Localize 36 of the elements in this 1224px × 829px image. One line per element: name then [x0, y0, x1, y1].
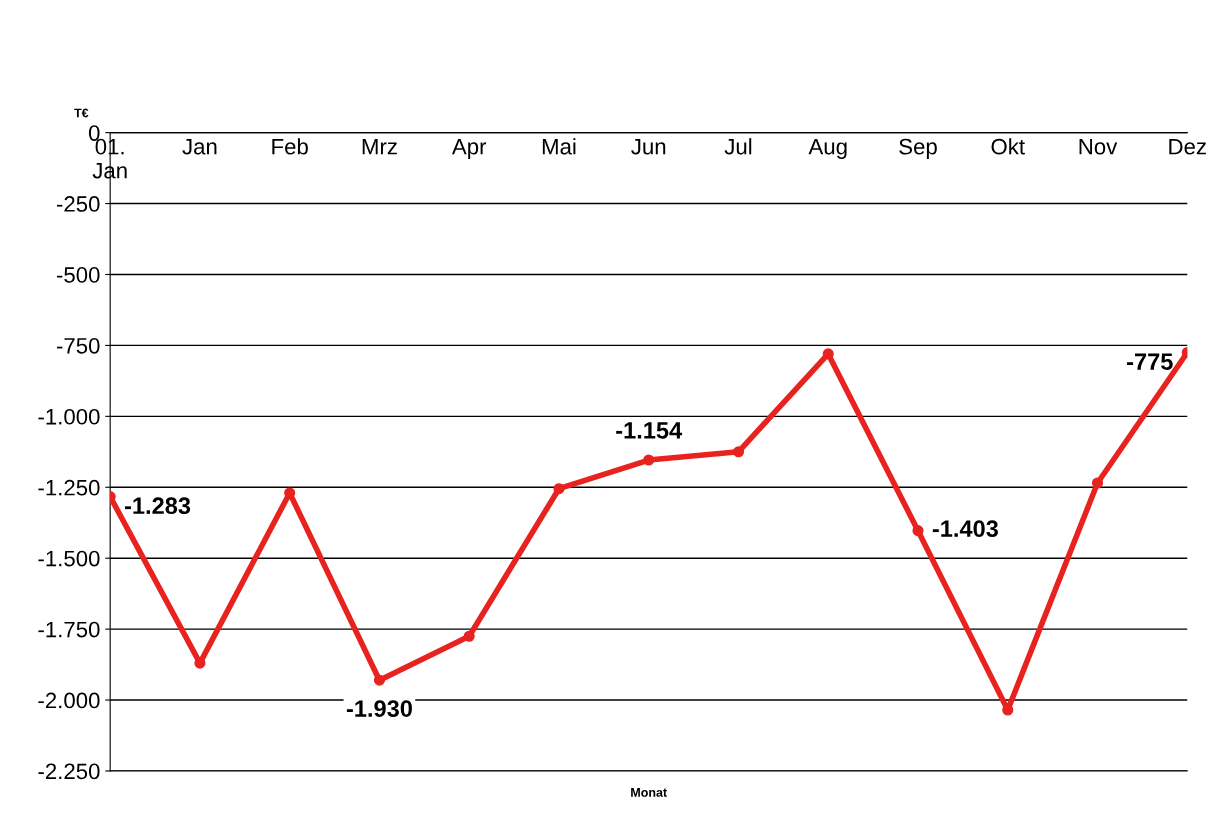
y-tick-label: -2.250: [38, 763, 100, 780]
y-tick-label: -2.000: [38, 692, 100, 709]
y-axis-title: T€: [74, 108, 89, 118]
data-label: -1.154: [616, 422, 683, 439]
point: [553, 483, 565, 495]
x-tick-label: Jan: [182, 139, 217, 155]
y-tick-label: -1.500: [38, 550, 100, 567]
y-tick-label: -500: [56, 267, 100, 283]
x-tick-label: Mai: [542, 138, 576, 155]
y-tick-label: -1.000: [38, 408, 100, 425]
x-tick-label: Jul: [724, 138, 752, 155]
x-axis-title: Monat: [631, 788, 667, 797]
y-tick-label: -250: [56, 196, 100, 212]
data-label: -1.403: [932, 520, 998, 538]
y-tick-label: -1.750: [38, 621, 100, 638]
point: [822, 348, 834, 360]
point: [912, 525, 924, 537]
point: [732, 446, 745, 458]
x-tick-label: Okt: [991, 138, 1025, 155]
point: [643, 454, 655, 466]
point: [463, 630, 475, 642]
point: [373, 674, 385, 686]
y-tick-label: -1.250: [38, 479, 100, 496]
x-tick-label: Aug: [808, 139, 847, 159]
x-tick-label: Dez: [1169, 139, 1206, 155]
y-tick-label: -750: [56, 337, 100, 354]
data-label: -1.930: [346, 700, 412, 718]
data-label: -1.283: [124, 497, 191, 515]
x-tick-label: Feb: [272, 138, 308, 155]
data-label: -775: [1127, 353, 1173, 370]
x-tick-label: Apr: [451, 139, 487, 159]
x-tick-label: Jun: [631, 139, 666, 155]
x-tick-label: Nov: [1079, 139, 1118, 155]
x-tick-label: Sep: [899, 138, 937, 159]
point: [1091, 477, 1104, 489]
x-tick-label: Mrz: [362, 139, 397, 155]
